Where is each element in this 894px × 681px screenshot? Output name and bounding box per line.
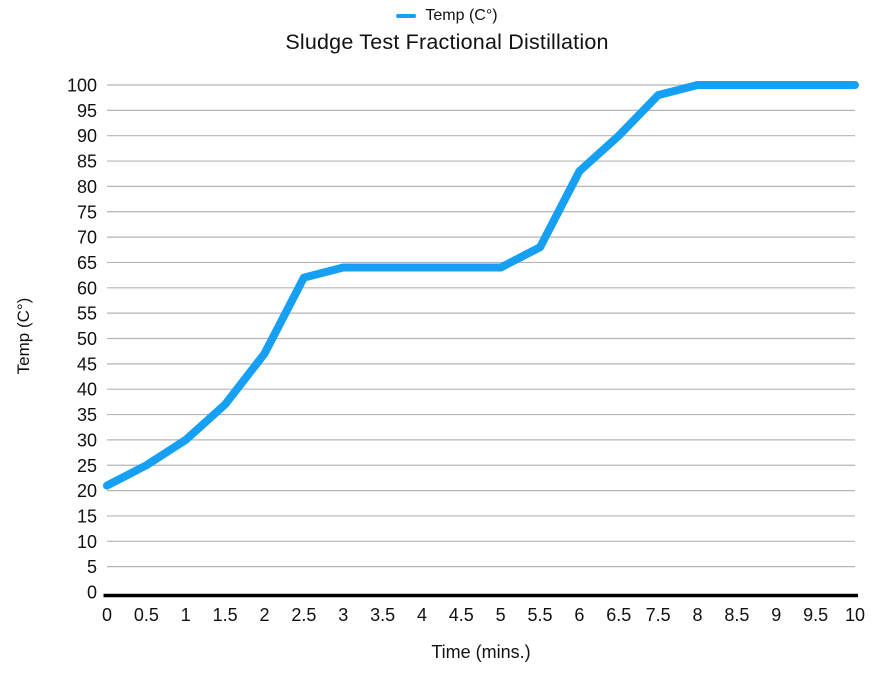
x-tick-label: 3.5	[370, 605, 395, 625]
y-tick-label: 15	[77, 506, 97, 526]
y-tick-label: 75	[77, 202, 97, 222]
temp-series-line	[103, 81, 859, 490]
y-tick-label: 5	[87, 557, 97, 577]
chart-title: Sludge Test Fractional Distillation	[285, 30, 609, 54]
x-tick-label: 0	[102, 605, 112, 625]
y-tick-label: 45	[77, 354, 97, 374]
y-tick-label: 70	[77, 228, 97, 248]
y-tick-label: 30	[77, 430, 97, 450]
y-tick-label: 65	[77, 253, 97, 273]
x-tick-label: 8.5	[724, 605, 749, 625]
y-tick-label: 95	[77, 101, 97, 121]
x-tick-label: 7.5	[646, 605, 671, 625]
y-tick-label: 40	[77, 380, 97, 400]
y-tick-label: 25	[77, 456, 97, 476]
x-tick-label: 4	[417, 605, 427, 625]
x-tick-label: 2.5	[291, 605, 316, 625]
x-tick-label: 0.5	[134, 605, 159, 625]
y-tick-label: 10	[77, 532, 97, 552]
x-tick-label: 1	[181, 605, 191, 625]
chart-legend: Temp (C°)	[0, 7, 894, 25]
legend-label: Temp (C°)	[425, 7, 498, 24]
x-tick-label: 1.5	[213, 605, 238, 625]
y-tick-label: 20	[77, 481, 97, 501]
x-tick-label: 9.5	[803, 605, 828, 625]
y-tick-label: 60	[77, 278, 97, 298]
x-tick-label: 8	[693, 605, 703, 625]
x-axis-title: Time (mins.)	[431, 642, 531, 662]
x-tick-label: 4.5	[449, 605, 474, 625]
x-tick-label: 6	[574, 605, 584, 625]
y-axis-title: Temp (C°)	[14, 297, 33, 375]
x-tick-label: 3	[338, 605, 348, 625]
legend-line-swatch	[396, 14, 417, 18]
y-tick-label: 100	[67, 76, 97, 96]
y-tick-label: 0	[87, 583, 97, 603]
x-tick-label: 5.5	[528, 605, 553, 625]
x-tick-label: 6.5	[606, 605, 631, 625]
x-tick-label: 5	[496, 605, 506, 625]
x-tick-label: 10	[845, 605, 865, 625]
y-tick-label: 80	[77, 177, 97, 197]
x-tick-label: 2	[259, 605, 269, 625]
y-tick-label: 55	[77, 304, 97, 324]
y-tick-label: 35	[77, 405, 97, 425]
y-tick-label: 50	[77, 329, 97, 349]
x-tick-label: 9	[771, 605, 781, 625]
y-tick-label: 90	[77, 126, 97, 146]
y-tick-label: 85	[77, 152, 97, 172]
